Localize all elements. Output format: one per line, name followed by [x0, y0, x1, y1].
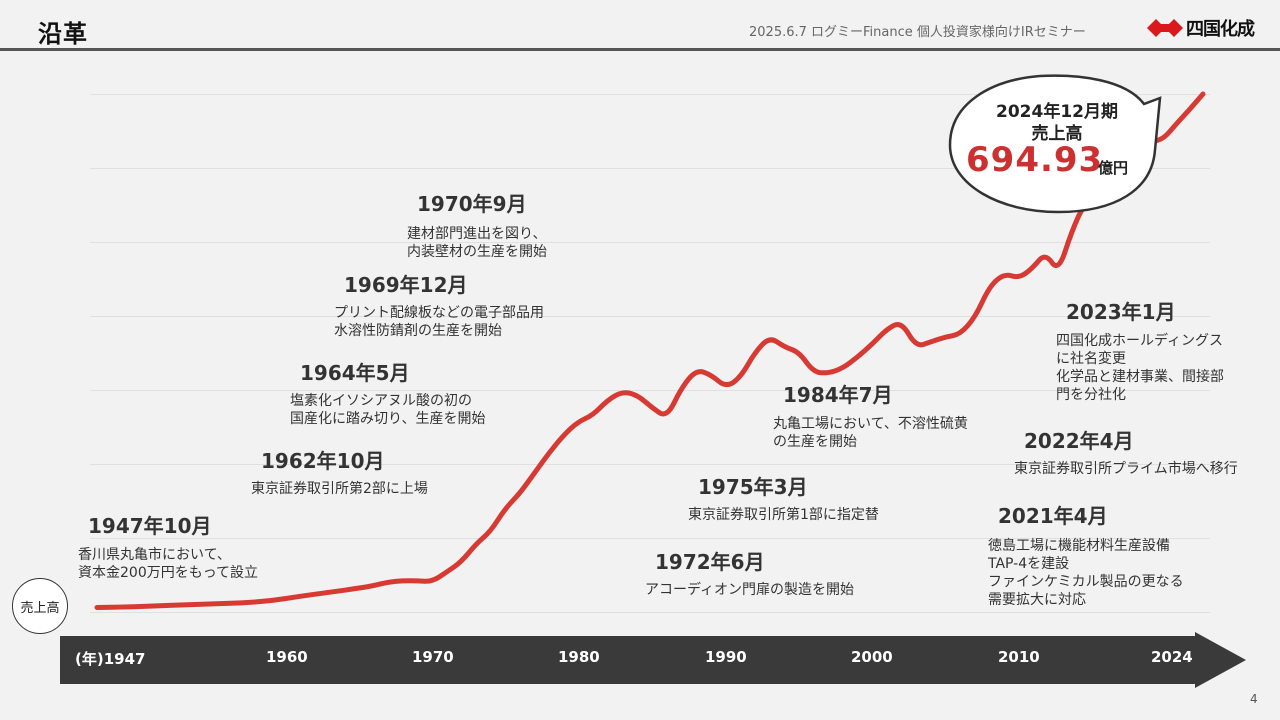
header-rule	[0, 48, 1280, 51]
event-date: 1972年6月	[655, 550, 765, 574]
event-caption: 2025.6.7 ログミーFinance 個人投資家様向けIRセミナー	[749, 25, 1086, 40]
event-date: 2023年1月	[1066, 300, 1176, 324]
logo-mark-icon	[1147, 19, 1183, 37]
page-number: 4	[1250, 692, 1258, 706]
event-description: 建材部門進出を図り、 内装壁材の生産を開始	[407, 226, 547, 260]
callout-unit: 億円	[1098, 159, 1129, 177]
event-description: 東京証券取引所第1部に指定替	[688, 507, 879, 523]
event-date: 1947年10月	[88, 514, 212, 538]
gridline	[90, 538, 1210, 539]
gridline	[90, 612, 1210, 613]
event-date: 1970年9月	[417, 192, 527, 216]
company-logo: 四国化成	[1147, 15, 1255, 41]
event-date: 1964年5月	[300, 361, 410, 385]
gridline	[90, 168, 1210, 169]
event-description: アコーディオン門扉の製造を開始	[645, 582, 855, 598]
event-description: 丸亀工場において、不溶性硫黄 の生産を開始	[773, 416, 968, 450]
y-axis-badge: 売上高	[12, 578, 68, 634]
event-date: 1962年10月	[261, 449, 385, 473]
gridline	[90, 242, 1210, 243]
gridline	[90, 464, 1210, 465]
event-description: 四国化成ホールディングス に社名変更 化学品と建材事業、間接部 門を分社化	[1056, 333, 1224, 403]
event-description: 東京証券取引所プライム市場へ移行	[1014, 461, 1238, 477]
timeline-label: 1960	[266, 648, 308, 666]
timeline-label: (年)1947	[75, 650, 146, 668]
timeline-arrow	[60, 632, 1246, 688]
callout-value: 694.93	[966, 140, 1104, 180]
gridline	[90, 390, 1210, 391]
timeline-label: 2010	[998, 648, 1040, 666]
callout-period: 2024年12月期	[996, 102, 1118, 122]
event-description: 徳島工場に機能材料生産設備 TAP-4を建設 ファインケミカル製品の更なる 需要…	[988, 538, 1184, 608]
event-description: 塩素化イソシアヌル酸の初の 国産化に踏み切り、生産を開始	[290, 393, 486, 427]
timeline-label: 2024	[1151, 648, 1193, 666]
event-date: 1969年12月	[344, 273, 468, 297]
timeline-label: 1980	[558, 648, 600, 666]
event-description: 香川県丸亀市において、 資本金200万円をもって設立	[78, 547, 259, 581]
page-title: 沿革	[38, 20, 88, 48]
event-date: 1975年3月	[698, 475, 808, 499]
timeline-label: 2000	[851, 648, 893, 666]
timeline-label: 1990	[705, 648, 747, 666]
gridline	[90, 316, 1210, 317]
event-date: 1984年7月	[783, 383, 893, 407]
event-date: 2021年4月	[998, 504, 1108, 528]
event-date: 2022年4月	[1024, 429, 1134, 453]
gridline	[90, 94, 1210, 95]
callout-label: 売上高	[1031, 124, 1083, 144]
timeline-label: 1970	[412, 648, 454, 666]
logo-text: 四国化成	[1186, 19, 1255, 40]
event-description: プリント配線板などの電子部品用 水溶性防錆剤の生産を開始	[334, 305, 544, 339]
event-description: 東京証券取引所第2部に上場	[251, 481, 428, 497]
sales-series-line	[94, 91, 1206, 610]
